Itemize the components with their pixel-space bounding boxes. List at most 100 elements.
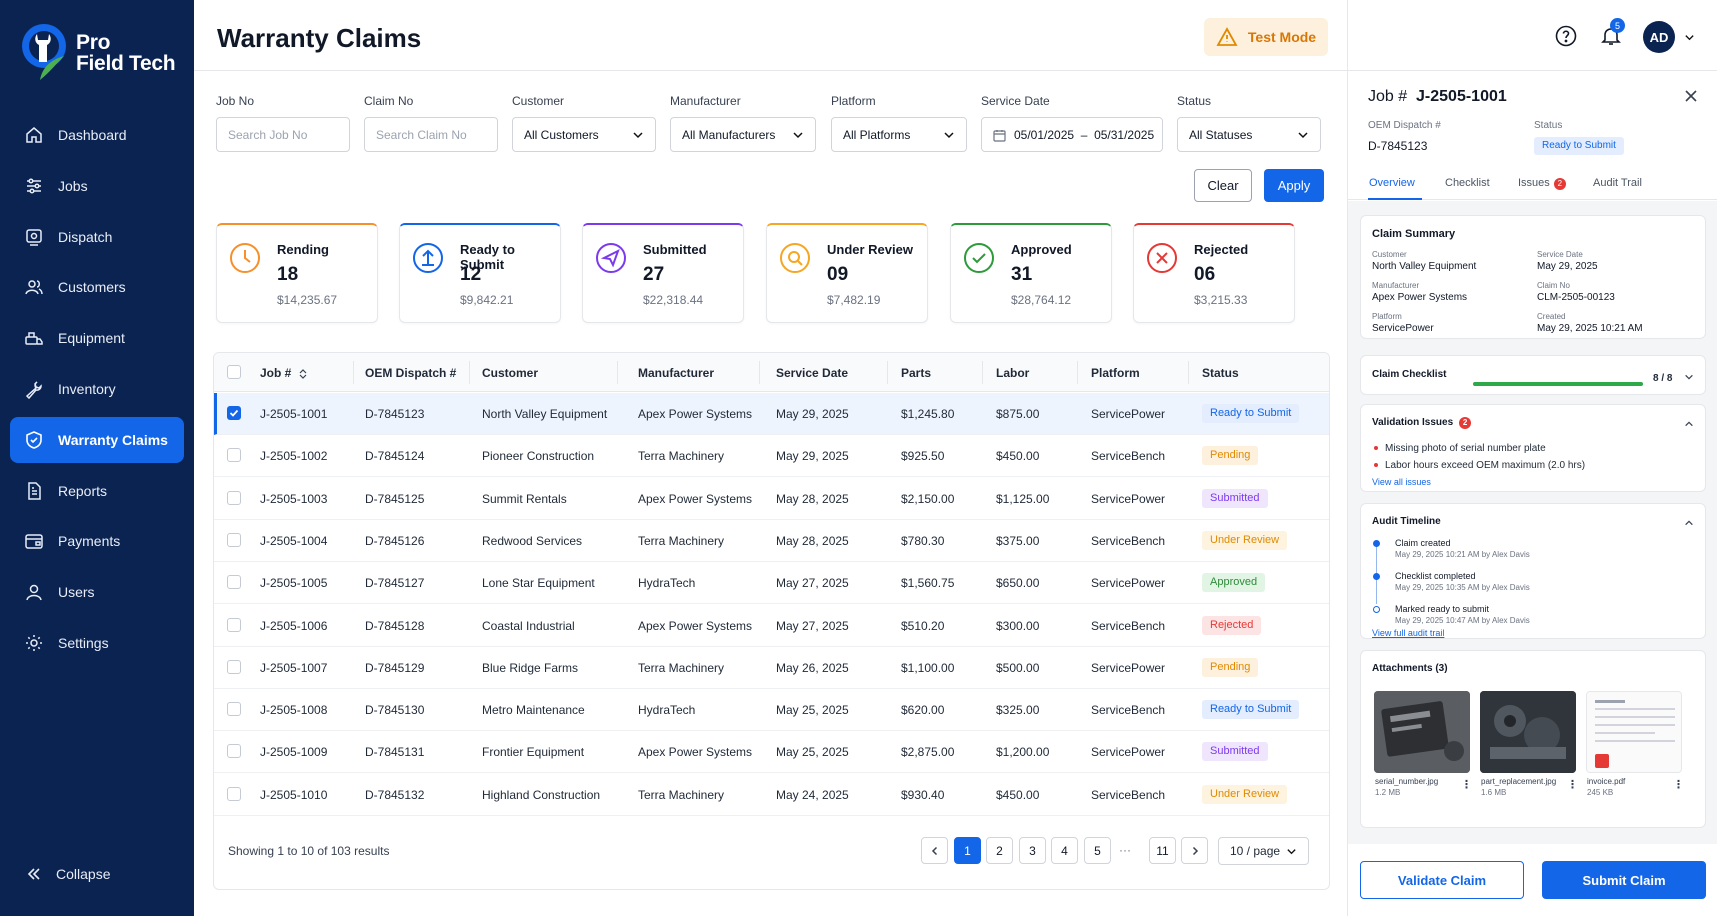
table-row[interactable]: J-2505-1010 D-7845132 Highland Constructio…	[214, 774, 1329, 816]
chevron-up-icon[interactable]	[1684, 518, 1694, 528]
row-checkbox[interactable]	[227, 659, 241, 674]
table-row[interactable]: J-2505-1004 D-7845126 Redwood Services Terr…	[214, 520, 1329, 562]
row-checkbox[interactable]	[227, 575, 241, 590]
cell-job: J-2505-1008	[260, 703, 328, 718]
next-page-button[interactable]	[1181, 837, 1208, 864]
cell-job: J-2505-1003	[260, 491, 328, 506]
stat-card-under-review[interactable]: Under Review 09 $7,482.19	[766, 223, 928, 323]
select-all-checkbox[interactable]	[227, 365, 241, 379]
col-labor[interactable]: Labor	[996, 366, 1030, 380]
sidebar-item-payments[interactable]: Payments	[10, 518, 184, 564]
cell-oem: D-7845125	[365, 491, 425, 506]
stat-card-submitted[interactable]: Submitted 27 $22,318.44	[582, 223, 744, 323]
collapse-button[interactable]: Collapse	[26, 866, 110, 882]
sidebar-item-settings[interactable]: Settings	[10, 620, 184, 666]
status-select[interactable]: All Statuses	[1177, 117, 1321, 152]
col-customer[interactable]: Customer	[482, 366, 539, 380]
table-row[interactable]: J-2505-1002 D-7845124 Pioneer Construction…	[214, 435, 1329, 478]
clear-button[interactable]: Clear	[1194, 169, 1252, 202]
table-row[interactable]: J-2505-1005 D-7845127 Lone Star Equipment H…	[214, 562, 1329, 605]
timeline-dot	[1373, 573, 1380, 580]
stat-card-approved[interactable]: Approved 31 $28,764.12	[950, 223, 1112, 323]
manufacturer-select[interactable]: All Manufacturers	[670, 117, 816, 152]
stat-card-ready[interactable]: Ready to Submit 12 $9,842.21	[399, 223, 561, 323]
close-icon[interactable]	[1684, 89, 1698, 103]
attachment-thumbnail[interactable]	[1586, 691, 1682, 773]
platform-select[interactable]: All Platforms	[831, 117, 967, 152]
row-checkbox[interactable]	[227, 786, 241, 801]
service-date-picker[interactable]: 05/01/2025 – 05/31/2025	[981, 117, 1163, 152]
col-job[interactable]: Job #	[260, 366, 308, 380]
attachment-thumbnail[interactable]	[1480, 691, 1576, 773]
row-checkbox[interactable]	[227, 448, 241, 463]
attachment-menu-icon[interactable]: ⋮	[1567, 779, 1578, 791]
job-no-input[interactable]: Search Job No	[216, 117, 350, 152]
help-icon[interactable]	[1555, 25, 1577, 47]
row-checkbox[interactable]	[227, 702, 241, 717]
sidebar-item-jobs[interactable]: Jobs	[10, 163, 184, 209]
col-status[interactable]: Status	[1202, 366, 1239, 380]
view-audit-trail-link[interactable]: View full audit trail	[1372, 628, 1445, 638]
chevron-down-icon[interactable]	[1684, 372, 1694, 382]
brand-logo[interactable]: Pro Field Tech	[20, 22, 176, 84]
avatar[interactable]: AD	[1643, 21, 1675, 53]
tab-audit-trail[interactable]: Audit Trail	[1593, 177, 1642, 189]
view-all-issues-link[interactable]: View all issues	[1372, 477, 1431, 487]
col-parts[interactable]: Parts	[901, 366, 932, 380]
status-select-value: All Statuses	[1189, 127, 1253, 142]
sidebar-item-reports[interactable]: Reports	[10, 468, 184, 514]
cell-parts: $925.50	[901, 449, 945, 464]
col-service-date[interactable]: Service Date	[776, 366, 849, 380]
prev-page-button[interactable]	[921, 837, 948, 864]
table-row[interactable]: J-2505-1001 D-7845123 North Valley Equipme…	[214, 393, 1329, 435]
sidebar-item-warranty-claims[interactable]: Warranty Claims	[10, 416, 184, 463]
table-row[interactable]: J-2505-1009 D-7845131 Frontier Equipment Ap…	[214, 731, 1329, 774]
sidebar-item-dispatch[interactable]: Dispatch	[10, 214, 184, 260]
claim-checklist-section[interactable]: Claim Checklist 8 / 8	[1360, 355, 1706, 395]
row-checkbox[interactable]	[227, 532, 241, 547]
page-button[interactable]: 11	[1149, 837, 1176, 864]
attachment-menu-icon[interactable]: ⋮	[1461, 779, 1472, 791]
tab-overview[interactable]: Overview	[1369, 177, 1415, 189]
per-page-select[interactable]: 10 / page	[1218, 837, 1309, 865]
row-checkbox[interactable]	[227, 490, 241, 505]
chevron-up-icon[interactable]	[1684, 419, 1694, 429]
col-manufacturer[interactable]: Manufacturer	[638, 366, 715, 380]
attachment-menu-icon[interactable]: ⋮	[1673, 779, 1684, 791]
sidebar-item-equipment[interactable]: Equipment	[10, 315, 184, 361]
table-row[interactable]: J-2505-1006 D-7845128 Coastal Industrial Ap…	[214, 605, 1329, 647]
stat-card-rejected[interactable]: Rejected 06 $3,215.33	[1133, 223, 1295, 323]
page-button[interactable]: 2	[986, 837, 1013, 864]
attachment-thumbnail[interactable]	[1374, 691, 1470, 773]
table-row[interactable]: J-2505-1007 D-7845129 Blue Ridge Farms Terr…	[214, 647, 1329, 689]
main-content: Warranty Claims Test Mode Job No Search …	[194, 0, 1347, 916]
validate-claim-button[interactable]: Validate Claim	[1360, 861, 1524, 899]
sidebar-item-customers[interactable]: Customers	[10, 264, 184, 310]
sidebar-item-users[interactable]: Users	[10, 569, 184, 615]
clock-icon	[230, 243, 260, 273]
page-button[interactable]: 3	[1019, 837, 1046, 864]
claim-no-input[interactable]: Search Claim No	[364, 117, 498, 152]
stat-card-pending[interactable]: Rending 18 $14,235.67	[216, 223, 378, 323]
page-button[interactable]: 1	[954, 837, 981, 864]
sidebar-item-dashboard[interactable]: Dashboard	[10, 112, 184, 158]
row-checkbox[interactable]	[227, 744, 241, 759]
submit-claim-button[interactable]: Submit Claim	[1542, 861, 1706, 899]
summary-label: Created	[1537, 312, 1566, 321]
test-mode-badge[interactable]: Test Mode	[1204, 18, 1328, 56]
tab-checklist[interactable]: Checklist	[1445, 177, 1490, 189]
tab-issues[interactable]: Issues 2	[1518, 177, 1566, 190]
row-checkbox[interactable]	[227, 406, 241, 420]
col-platform[interactable]: Platform	[1091, 366, 1140, 380]
sidebar-item-inventory[interactable]: Inventory	[10, 366, 184, 412]
table-row[interactable]: J-2505-1008 D-7845130 Metro Maintenance Hyd…	[214, 689, 1329, 732]
chevron-down-icon[interactable]	[1684, 32, 1695, 43]
apply-button[interactable]: Apply	[1264, 169, 1324, 202]
filter-manufacturer: Manufacturer All Manufacturers	[670, 94, 816, 152]
table-row[interactable]: J-2505-1003 D-7845125 Summit Rentals Apex P…	[214, 478, 1329, 520]
customer-select[interactable]: All Customers	[512, 117, 656, 152]
row-checkbox[interactable]	[227, 617, 241, 632]
page-button[interactable]: 4	[1051, 837, 1078, 864]
page-button[interactable]: 5	[1084, 837, 1111, 864]
col-oem[interactable]: OEM Dispatch #	[365, 366, 457, 380]
